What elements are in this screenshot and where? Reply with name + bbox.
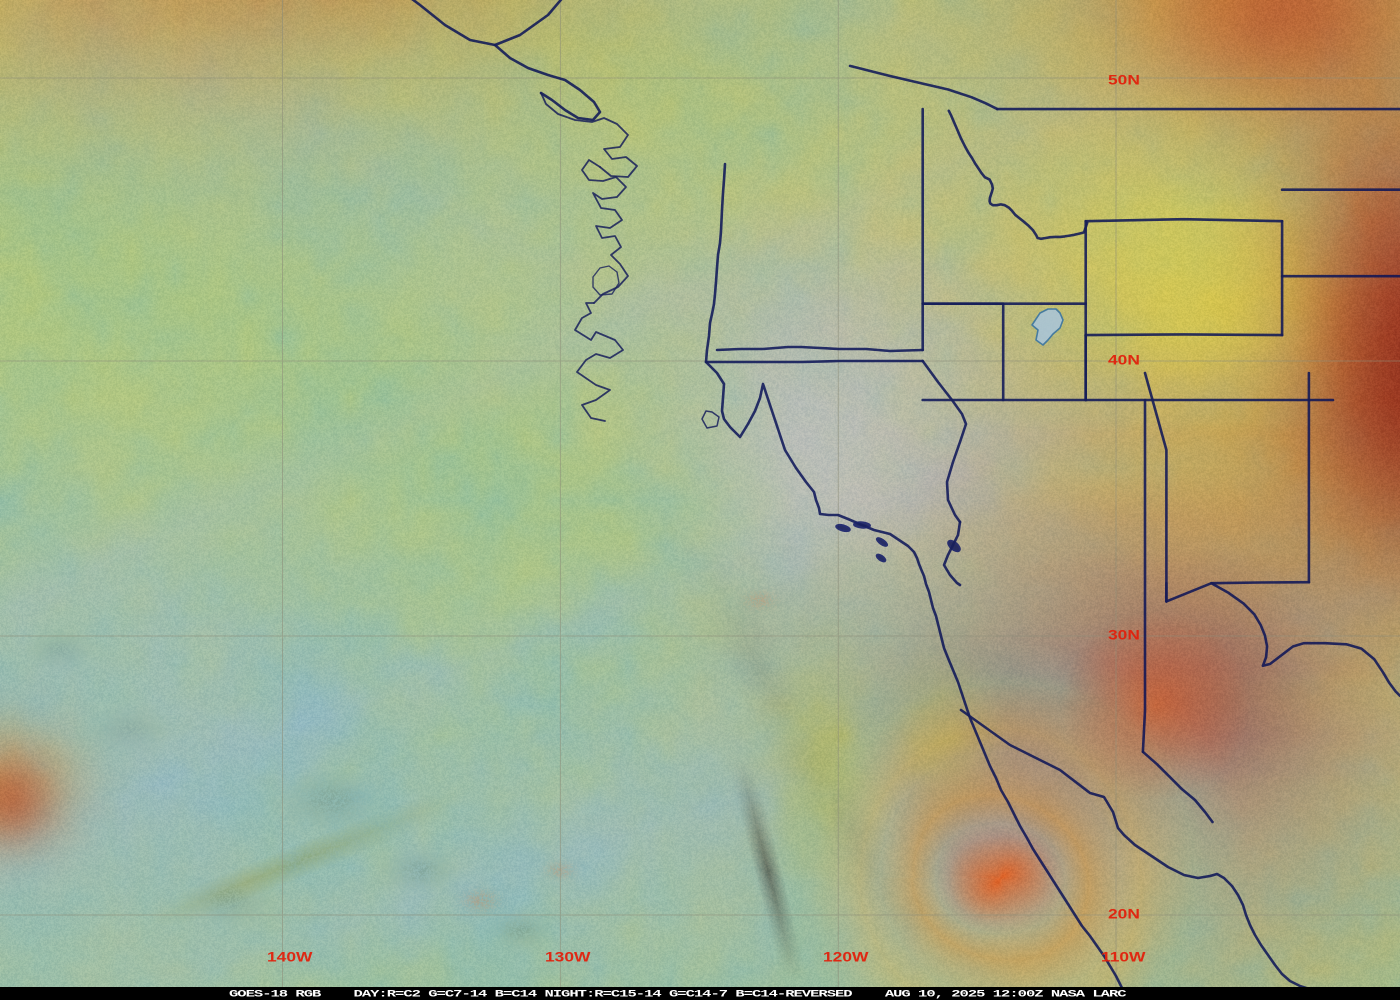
svg-text:20N: 20N bbox=[1108, 907, 1140, 922]
svg-text:140W: 140W bbox=[267, 950, 313, 965]
svg-text:40N: 40N bbox=[1108, 353, 1140, 368]
svg-text:130W: 130W bbox=[545, 950, 591, 965]
svg-text:110W: 110W bbox=[1101, 950, 1146, 965]
svg-text:120W: 120W bbox=[823, 950, 869, 965]
svg-text:50N: 50N bbox=[1108, 73, 1140, 88]
svg-text:30N: 30N bbox=[1108, 628, 1140, 643]
